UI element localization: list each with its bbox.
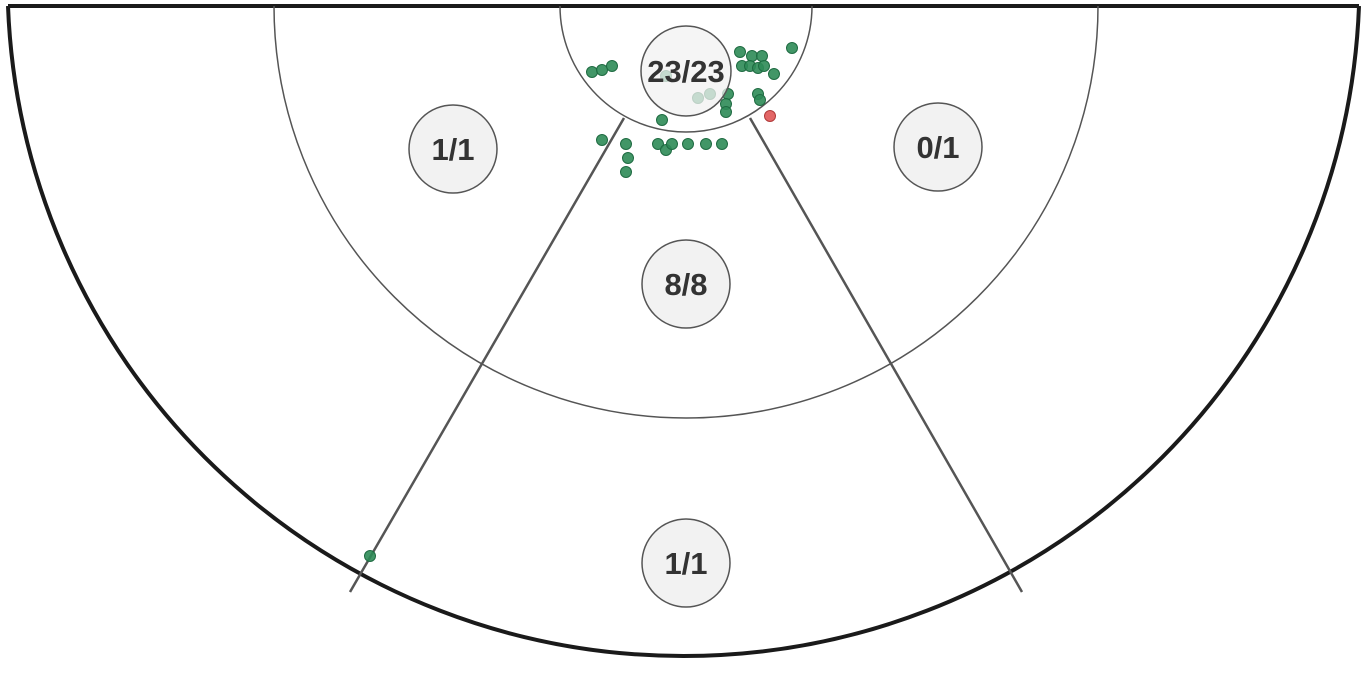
shot-made-point [652, 138, 664, 150]
shot-made-point [700, 138, 712, 150]
shots-layer [364, 42, 798, 562]
shot-made-point [622, 152, 634, 164]
shot-made-point [586, 66, 598, 78]
shot-made-point [682, 138, 694, 150]
left-zone-divider [348, 117, 626, 593]
zone-labels: 23/23 1/1 8/8 0/1 1/1 [408, 25, 983, 608]
zone-label-bubble [641, 518, 731, 608]
shot-made-point [606, 60, 618, 72]
shot-made-point [754, 94, 766, 106]
shot-made-point [656, 114, 668, 126]
shot-made-point [720, 106, 732, 118]
zone-label-text: 8/8 [664, 267, 707, 302]
shot-made-point [364, 550, 376, 562]
shot-made-point [666, 138, 678, 150]
shot-made-point [786, 42, 798, 54]
zone-label-text: 1/1 [431, 132, 474, 167]
zone-label-bubble [641, 239, 731, 329]
shot-made-point [596, 64, 608, 76]
shot-made-point [768, 68, 780, 80]
zone-label-bubble [893, 102, 983, 192]
court-lines [6, 4, 1361, 659]
zone-label-text: 0/1 [916, 130, 959, 165]
right-zone-divider [748, 117, 1024, 593]
zone-label-bubble [640, 25, 732, 117]
mid-range-arc [273, 5, 1099, 419]
zone-label-restricted-area: 23/23 [640, 25, 732, 117]
zone-label-long-center: 1/1 [641, 518, 731, 608]
zone-label-bubble [408, 104, 498, 194]
shot-made-point [734, 46, 746, 58]
shot-made-point [596, 134, 608, 146]
shot-made-point [758, 60, 770, 72]
zone-label-text: 23/23 [647, 54, 725, 89]
three-point-arc [6, 5, 1361, 659]
shot-made-point [746, 50, 758, 62]
shot-made-point [716, 138, 728, 150]
shot-made-point [620, 166, 632, 178]
zone-label-paint-center: 8/8 [641, 239, 731, 329]
zone-label-paint-left: 1/1 [408, 104, 498, 194]
shot-missed-point [764, 110, 776, 122]
shot-made-point [620, 138, 632, 150]
zone-label-text: 1/1 [664, 546, 707, 581]
restricted-area-arc [559, 5, 813, 133]
shot-made-point [756, 50, 768, 62]
zone-label-paint-right: 0/1 [893, 102, 983, 192]
